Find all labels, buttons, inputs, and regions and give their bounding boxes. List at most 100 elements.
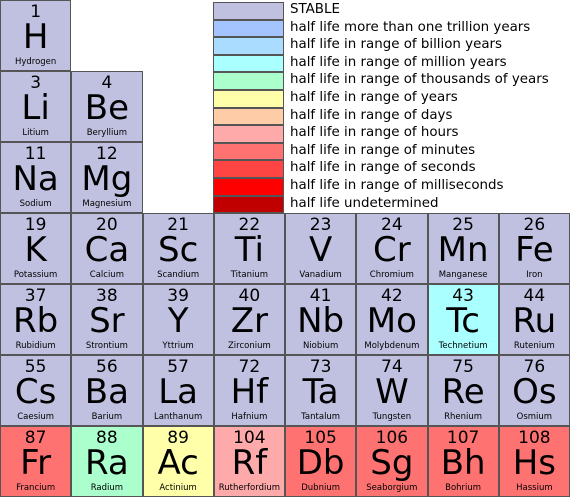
element-cell: 11 Na Sodium [0, 142, 72, 213]
atomic-number: 38 [96, 286, 118, 306]
element-name: Tantalum [301, 412, 341, 422]
element-symbol: Ra [85, 443, 129, 483]
element-symbol: Os [512, 372, 557, 412]
legend-swatch [213, 19, 284, 38]
element-symbol: Nb [297, 301, 345, 341]
element-cell: 1 H Hydrogen [0, 0, 72, 71]
element-cell: 40 Zr Zirconium [213, 284, 285, 355]
element-cell: 37 Rb Rubidium [0, 284, 72, 355]
element-cell: 26 Fe Iron [498, 213, 570, 284]
element-cell: 12 Mg Magnesium [71, 142, 143, 213]
element-cell: 75 Re Rhenium [427, 355, 499, 426]
atomic-number: 11 [24, 144, 47, 164]
element-symbol: Ac [157, 443, 199, 483]
element-cell: 43 Tc Technetium [427, 284, 499, 355]
element-symbol: V [308, 230, 333, 270]
element-cell: 107 Bh Bohrium [427, 426, 499, 497]
element-cell: 22 Ti Titanium [213, 213, 285, 284]
element-symbol: W [375, 372, 409, 412]
element-name: Litium [22, 128, 49, 138]
element-name: Vanadium [299, 270, 342, 280]
legend-swatch [213, 54, 284, 73]
element-name: Yttrium [162, 341, 194, 351]
element-symbol: Cr [373, 230, 411, 270]
atomic-number: 37 [24, 286, 47, 306]
element-name: Niobium [302, 341, 339, 351]
element-symbol: Y [167, 301, 189, 341]
element-cell: 55 Cs Caesium [0, 355, 72, 426]
atomic-number: 40 [238, 286, 261, 306]
atomic-number: 42 [381, 286, 403, 306]
atomic-number: 88 [96, 428, 118, 448]
legend-label: half life in range of thousands of years [290, 72, 549, 88]
element-cell: 108 Hs Hassium [498, 426, 570, 497]
element-name: Rutenium [513, 341, 555, 351]
element-name: Radium [90, 483, 124, 493]
atomic-number: 12 [96, 144, 118, 164]
element-symbol: Sc [157, 230, 199, 270]
element-name: Calcium [89, 270, 124, 280]
element-name: Iron [526, 270, 543, 280]
atomic-number: 23 [309, 215, 332, 235]
element-name: Magnesium [82, 199, 132, 209]
element-name: Rutherfordium [218, 483, 281, 493]
legend-label: STABLE [290, 2, 340, 17]
atomic-number: 26 [523, 215, 546, 235]
element-cell: 24 Cr Chromium [356, 213, 428, 284]
legend-swatch [213, 125, 284, 143]
element-name: Lanthanum [153, 412, 203, 422]
element-cell: 57 La Lanthanum [142, 355, 214, 426]
atomic-number: 57 [167, 357, 189, 377]
atomic-number: 56 [96, 357, 118, 377]
element-symbol: La [158, 372, 199, 412]
element-cell: 4 Be Beryllium [71, 71, 143, 142]
element-symbol: Mn [437, 230, 489, 270]
element-symbol: Zr [230, 301, 269, 341]
element-name: Hafnium [231, 412, 268, 422]
element-cell: 19 K Potassium [0, 213, 72, 284]
atomic-number: 107 [446, 428, 480, 448]
atomic-number: 72 [238, 357, 261, 377]
element-name: Rubidium [15, 341, 56, 351]
atomic-number: 39 [167, 286, 189, 306]
element-symbol: Sg [370, 443, 414, 483]
element-symbol: Hs [512, 443, 557, 483]
element-name: Tungsten [372, 412, 412, 422]
atomic-number: 19 [24, 215, 47, 235]
element-cell: 106 Sg Seaborgium [356, 426, 428, 497]
element-cell: 21 Sc Scandium [142, 213, 214, 284]
legend-label: half life in range of days [290, 107, 453, 123]
atomic-number: 1 [30, 2, 42, 22]
legend-label: half life undetermined [290, 195, 439, 211]
atomic-number: 21 [167, 215, 189, 235]
legend-swatch [213, 37, 284, 55]
element-cell: 73 Ta Tantalum [285, 355, 357, 426]
element-cell: 3 Li Litium [0, 71, 72, 142]
element-symbol: Sr [89, 301, 125, 341]
element-symbol: Ba [84, 372, 129, 412]
element-name: Potassium [13, 270, 58, 280]
legend-swatch [213, 107, 284, 126]
element-cell: 23 V Vanadium [285, 213, 357, 284]
element-name: Seaborgium [366, 483, 418, 493]
legend-swatch [213, 178, 284, 196]
element-name: Chromium [369, 270, 414, 280]
element-cell: 104 Rf Rutherfordium [213, 426, 285, 497]
element-cell: 39 Y Yttrium [142, 284, 214, 355]
legend-label: half life in range of minutes [290, 142, 476, 158]
atomic-number: 105 [304, 428, 337, 448]
atomic-number: 20 [96, 215, 118, 235]
legend-label: half life in range of seconds [290, 160, 476, 176]
element-symbol: K [24, 230, 47, 270]
atomic-number: 75 [452, 357, 474, 377]
atomic-number: 73 [309, 357, 332, 377]
element-symbol: Ru [512, 301, 557, 341]
atomic-number: 87 [24, 428, 47, 448]
element-symbol: Rb [13, 301, 59, 341]
element-symbol: Fr [20, 443, 52, 483]
element-symbol: Mg [81, 159, 133, 199]
legend-label: half life in range of million years [290, 54, 507, 70]
legend-label: half life in range of hours [290, 125, 459, 141]
element-name: Titanium [230, 270, 268, 280]
